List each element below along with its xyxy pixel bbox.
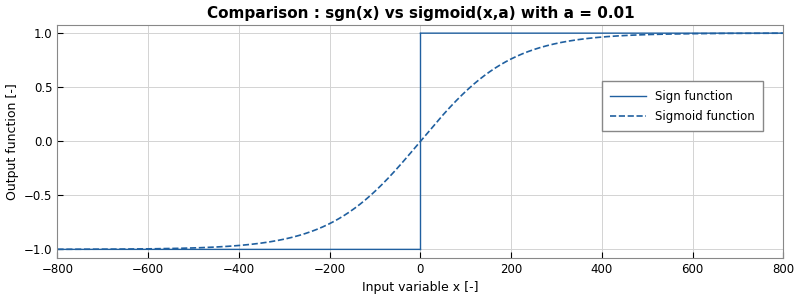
Legend: Sign function, Sigmoid function: Sign function, Sigmoid function (602, 81, 763, 131)
X-axis label: Input variable x [-]: Input variable x [-] (362, 281, 478, 294)
Line: Sigmoid function: Sigmoid function (58, 33, 783, 249)
Sign function (652, 31, 662, 35)
Sign function (778, 31, 788, 35)
Sign function (416, 31, 426, 35)
Sigmoid function (396, 163, 406, 166)
Title: Comparison : sgn(x) vs sigmoid(x,a) with a = 0.01: Comparison : sgn(x) vs sigmoid(x,a) with… (206, 6, 634, 21)
Sigmoid function (778, 32, 788, 35)
Sign function (482, 31, 491, 35)
Sigmoid function (53, 248, 62, 251)
Sigmoid function (731, 32, 741, 35)
Sign function (686, 31, 696, 35)
Sign function (714, 31, 724, 35)
Sigmoid function (234, 244, 243, 247)
Y-axis label: Output function [-]: Output function [-] (6, 83, 18, 200)
Sigmoid function (492, 65, 502, 69)
Sigmoid function (518, 52, 528, 55)
Sign function (634, 31, 643, 35)
Sign function (554, 31, 564, 35)
Sigmoid function (573, 38, 582, 42)
